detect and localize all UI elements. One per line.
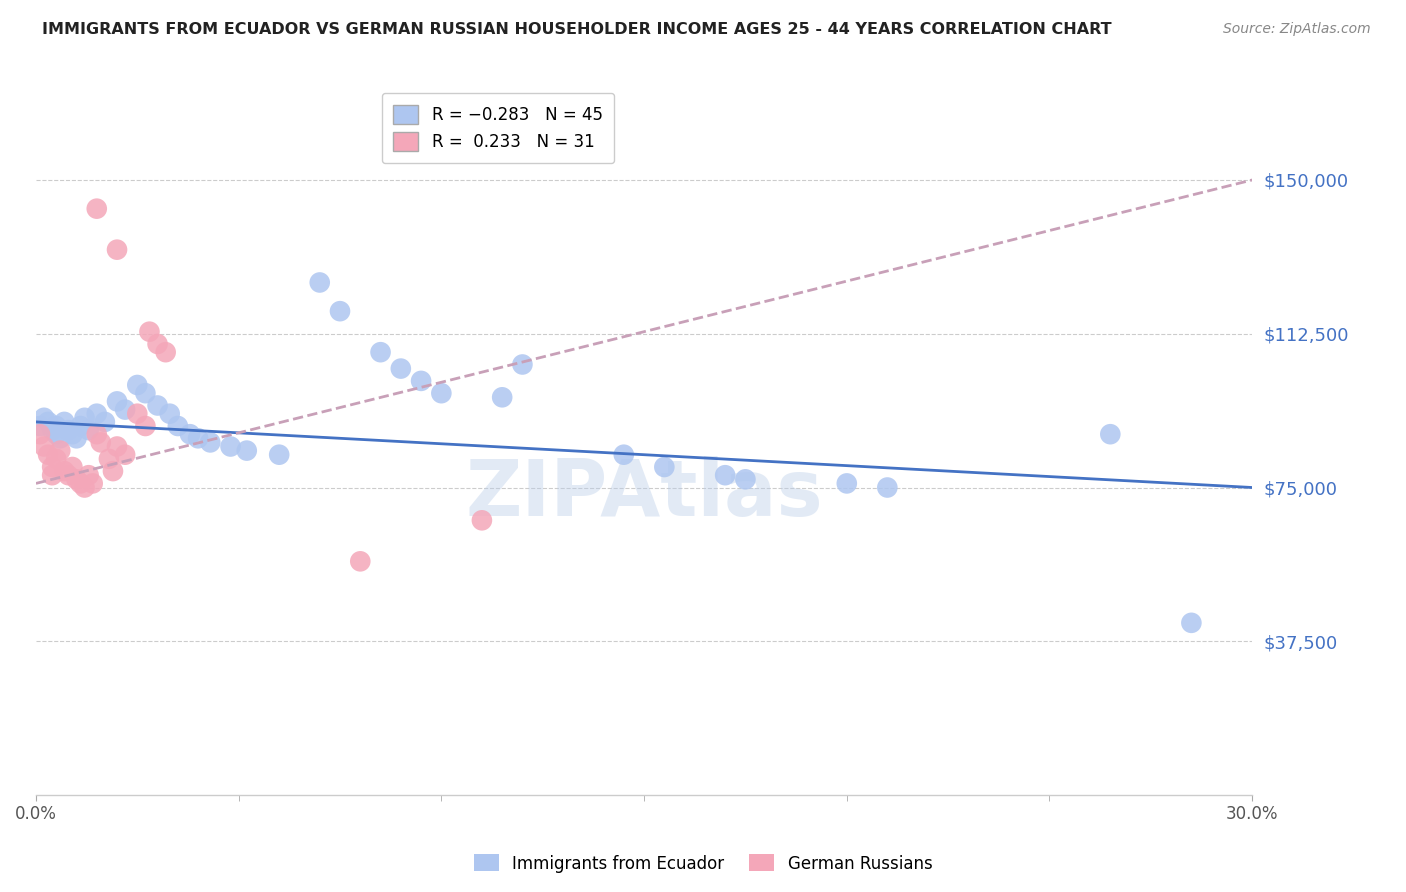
Point <box>329 304 352 318</box>
Point <box>32 410 55 425</box>
Point <box>734 472 756 486</box>
Point <box>134 419 156 434</box>
Point <box>430 386 453 401</box>
Point <box>73 410 96 425</box>
Point <box>159 407 181 421</box>
Point <box>97 451 120 466</box>
Point <box>114 448 136 462</box>
Point <box>105 394 128 409</box>
Point <box>62 427 84 442</box>
Text: ZIPAtlas: ZIPAtlas <box>465 456 823 532</box>
Point <box>114 402 136 417</box>
Point <box>491 390 513 404</box>
Point <box>41 468 63 483</box>
Point <box>94 415 117 429</box>
Point <box>471 513 494 527</box>
Point <box>308 276 330 290</box>
Text: Source: ZipAtlas.com: Source: ZipAtlas.com <box>1223 22 1371 37</box>
Point <box>41 423 63 437</box>
Point <box>219 440 242 454</box>
Point <box>49 431 72 445</box>
Point <box>1099 427 1122 442</box>
Point <box>37 415 59 429</box>
Legend: R = −0.283   N = 45, R =  0.233   N = 31: R = −0.283 N = 45, R = 0.233 N = 31 <box>382 93 614 163</box>
Point <box>187 431 209 445</box>
Point <box>28 427 51 442</box>
Point <box>45 451 67 466</box>
Point <box>127 378 149 392</box>
Point <box>876 481 898 495</box>
Text: IMMIGRANTS FROM ECUADOR VS GERMAN RUSSIAN HOUSEHOLDER INCOME AGES 25 - 44 YEARS : IMMIGRANTS FROM ECUADOR VS GERMAN RUSSIA… <box>42 22 1112 37</box>
Point <box>179 427 201 442</box>
Point <box>105 440 128 454</box>
Point <box>58 468 80 483</box>
Point <box>41 460 63 475</box>
Point <box>512 358 534 372</box>
Point <box>32 440 55 454</box>
Point <box>155 345 177 359</box>
Point <box>45 419 67 434</box>
Point <box>370 345 392 359</box>
Point <box>835 476 858 491</box>
Point <box>127 407 149 421</box>
Point <box>86 427 108 442</box>
Point <box>134 386 156 401</box>
Point <box>62 460 84 475</box>
Point <box>53 415 76 429</box>
Point <box>269 448 291 462</box>
Point <box>101 464 124 478</box>
Point <box>90 435 112 450</box>
Point <box>146 399 169 413</box>
Point <box>349 554 371 568</box>
Point <box>37 448 59 462</box>
Point <box>146 337 169 351</box>
Point <box>77 423 100 437</box>
Point <box>45 427 67 442</box>
Point <box>166 419 188 434</box>
Point <box>49 443 72 458</box>
Point <box>138 325 160 339</box>
Point <box>613 448 636 462</box>
Point <box>82 476 104 491</box>
Point <box>86 407 108 421</box>
Point <box>65 472 87 486</box>
Point <box>77 468 100 483</box>
Point <box>654 460 676 475</box>
Point <box>1180 615 1202 630</box>
Point <box>65 431 87 445</box>
Point <box>236 443 259 458</box>
Point <box>389 361 412 376</box>
Legend: Immigrants from Ecuador, German Russians: Immigrants from Ecuador, German Russians <box>467 847 939 880</box>
Point <box>200 435 222 450</box>
Point <box>69 476 91 491</box>
Point <box>69 419 91 434</box>
Point <box>58 423 80 437</box>
Point <box>409 374 432 388</box>
Point <box>714 468 737 483</box>
Point <box>86 202 108 216</box>
Point <box>28 419 51 434</box>
Point <box>73 481 96 495</box>
Point <box>53 464 76 478</box>
Point <box>105 243 128 257</box>
